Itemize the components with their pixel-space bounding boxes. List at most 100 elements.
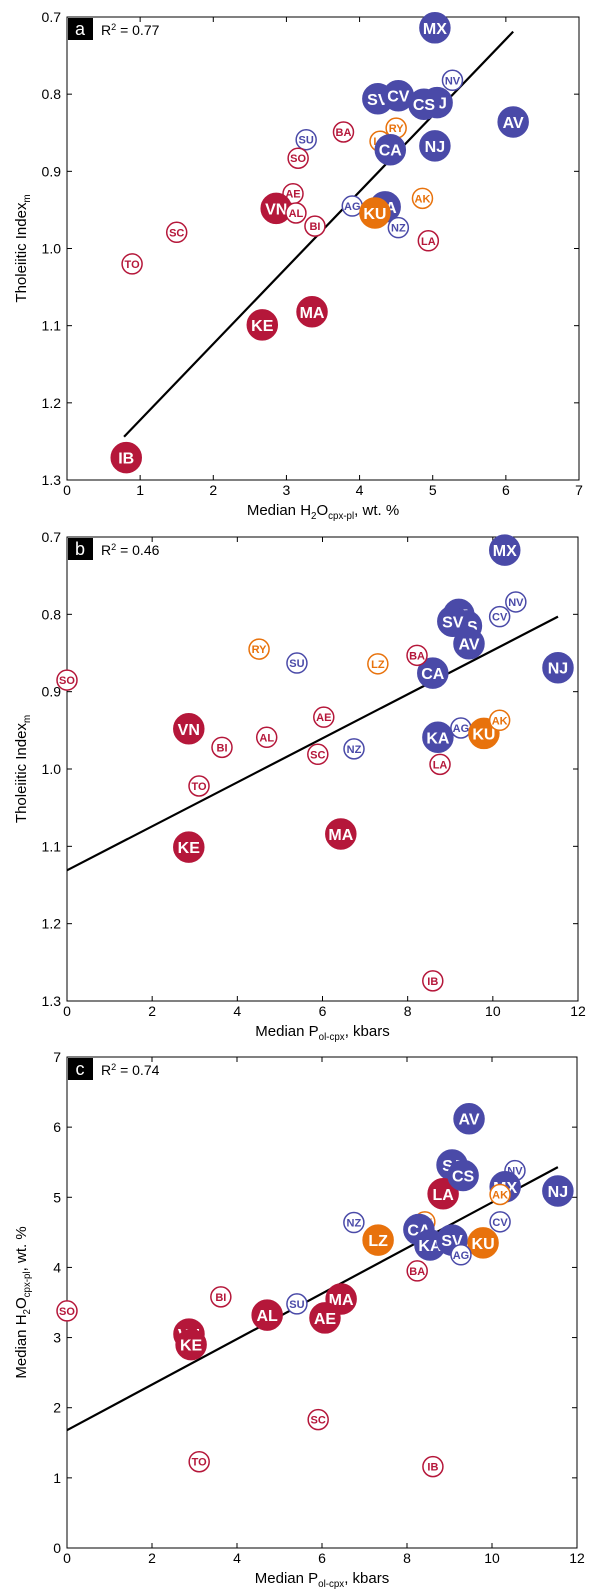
point-label: MX <box>423 21 447 38</box>
y-tick-label: 2 <box>53 1400 61 1416</box>
point-label: TO <box>192 1457 208 1469</box>
point <box>453 627 485 660</box>
point <box>296 296 328 328</box>
annotation-part: 2 <box>111 542 116 552</box>
point <box>121 253 143 275</box>
point-label: SU <box>289 1299 304 1311</box>
point <box>56 669 78 691</box>
y-tick-label: 6 <box>53 1119 61 1135</box>
point-label: SV <box>442 614 464 631</box>
annotation-part: 2 <box>111 22 116 32</box>
point <box>406 1260 428 1282</box>
x-tick-label: 12 <box>570 1003 586 1019</box>
annotation-part: = 0.46 <box>116 542 159 558</box>
point-label: NJ <box>548 661 568 678</box>
x-tick-label: 0 <box>63 482 71 498</box>
x-tick-label: 4 <box>233 1003 241 1019</box>
point <box>255 726 278 749</box>
point-label: CA <box>379 143 403 160</box>
point-label: SU <box>289 658 304 670</box>
point-label: AE <box>314 1311 337 1328</box>
point-label: NZ <box>347 1218 362 1230</box>
point <box>542 651 574 684</box>
point <box>429 753 451 776</box>
point <box>411 187 434 210</box>
panel-label-box <box>68 18 93 40</box>
point-label: IB <box>427 1462 438 1474</box>
x-tick-label: 5 <box>429 482 437 498</box>
point <box>286 1293 308 1315</box>
point <box>188 1450 210 1473</box>
x-tick-label: 10 <box>485 1003 501 1019</box>
y-axis-title-part: Tholeiitic Index <box>13 202 30 303</box>
point <box>304 215 326 237</box>
point-label: CV <box>492 612 508 624</box>
point-label: AE <box>285 189 300 201</box>
point-label: BA <box>336 127 352 139</box>
point-label: AV <box>459 1112 480 1129</box>
y-tick-label: 0 <box>53 1540 61 1556</box>
y-tick-label: 4 <box>53 1259 61 1275</box>
y-tick-label: 0.8 <box>42 86 62 102</box>
x-axis-title-part: , kbars <box>344 1570 389 1587</box>
point-label: BI <box>217 742 228 754</box>
fit-line <box>66 615 559 872</box>
point-label: SU <box>299 135 314 147</box>
y-axis-title-part: m <box>22 194 33 202</box>
x-tick-label: 6 <box>318 1550 326 1566</box>
point <box>325 818 357 850</box>
y-tick-label: 1.2 <box>42 916 62 932</box>
x-axis-title-part: Median P <box>255 1023 318 1040</box>
x-tick-label: 4 <box>233 1550 241 1566</box>
point-label: AK <box>492 1189 508 1201</box>
point <box>248 638 270 660</box>
point-label: VN <box>265 201 287 218</box>
x-axis-title-part: , wt. % <box>354 502 399 519</box>
x-axis-title: Median Pol-cpx, kbars <box>255 1570 389 1590</box>
annotation-part: R <box>101 22 111 38</box>
point-label: AV <box>458 637 479 654</box>
panel-label: b <box>75 539 85 559</box>
point <box>285 202 307 224</box>
point-label: KA <box>426 730 450 747</box>
y-tick-label: 1.3 <box>42 472 62 488</box>
point-label: SO <box>59 1306 75 1318</box>
point-label: AG <box>453 1250 470 1262</box>
annotation: R2 = 0.74 <box>101 1062 160 1078</box>
x-tick-label: 2 <box>148 1003 156 1019</box>
x-tick-label: 2 <box>148 1550 156 1566</box>
y-tick-label: 1 <box>53 1470 61 1486</box>
y-tick-label: 1.2 <box>42 395 62 411</box>
point-label: AG <box>344 201 361 213</box>
y-tick-label: 1.3 <box>42 993 62 1009</box>
point-label: CS <box>452 1169 475 1186</box>
y-tick-label: 3 <box>53 1330 61 1346</box>
point-label: SC <box>311 1415 326 1427</box>
panel-label-box <box>68 1058 93 1080</box>
point <box>173 831 205 863</box>
y-tick-label: 1.1 <box>42 318 62 334</box>
point <box>422 721 454 754</box>
y-tick-label: 1.0 <box>42 241 62 257</box>
x-tick-label: 0 <box>63 1003 71 1019</box>
x-tick-label: 7 <box>575 482 583 498</box>
y-tick-label: 5 <box>53 1189 61 1205</box>
point <box>307 1408 329 1431</box>
point-label: AL <box>259 732 274 744</box>
point <box>343 738 365 760</box>
y-tick-label: 1.0 <box>42 761 62 777</box>
point <box>441 69 464 92</box>
point-label: VN <box>178 722 200 739</box>
point <box>467 1227 499 1259</box>
point-label: AV <box>503 115 524 132</box>
point-label: LA <box>421 236 436 248</box>
x-tick-label: 12 <box>569 1550 585 1566</box>
point <box>497 106 529 138</box>
point <box>422 970 444 992</box>
point-label: CV <box>387 89 410 106</box>
plot-frame <box>66 16 580 481</box>
point <box>453 1102 485 1135</box>
point <box>417 230 440 252</box>
x-tick-label: 0 <box>63 1550 71 1566</box>
